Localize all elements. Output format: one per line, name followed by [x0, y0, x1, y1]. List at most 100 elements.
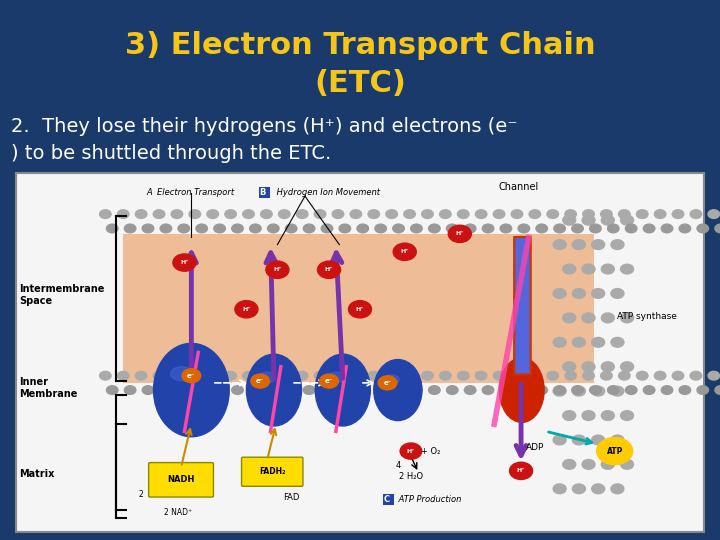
Circle shape [611, 484, 624, 494]
Circle shape [135, 210, 147, 218]
Circle shape [572, 224, 583, 233]
Circle shape [563, 215, 576, 225]
Circle shape [378, 376, 397, 390]
Circle shape [636, 372, 648, 380]
Circle shape [410, 386, 422, 394]
Circle shape [511, 210, 523, 218]
Circle shape [320, 374, 338, 388]
Circle shape [553, 288, 566, 298]
Circle shape [582, 372, 594, 380]
Text: e⁻: e⁻ [187, 373, 196, 379]
Circle shape [250, 386, 261, 394]
Circle shape [572, 484, 585, 494]
Circle shape [332, 210, 343, 218]
Circle shape [440, 210, 451, 218]
Text: FADH₂: FADH₂ [259, 467, 286, 476]
Circle shape [400, 443, 422, 459]
FancyBboxPatch shape [16, 173, 704, 532]
Circle shape [285, 224, 297, 233]
Circle shape [178, 224, 189, 233]
Circle shape [518, 224, 530, 233]
Text: ) to be shuttled through the ETC.: ) to be shuttled through the ETC. [11, 144, 331, 164]
Ellipse shape [500, 357, 544, 422]
Circle shape [601, 411, 614, 421]
Circle shape [375, 386, 387, 394]
Text: ATP synthase: ATP synthase [617, 312, 677, 321]
Ellipse shape [246, 354, 302, 426]
Circle shape [529, 210, 541, 218]
Circle shape [618, 372, 630, 380]
Text: 2 H₂O: 2 H₂O [399, 472, 423, 481]
Circle shape [553, 386, 566, 396]
Circle shape [321, 224, 333, 233]
Text: H⁺: H⁺ [325, 267, 333, 272]
Circle shape [446, 224, 458, 233]
Text: ATP Production: ATP Production [397, 495, 462, 504]
Circle shape [582, 264, 595, 274]
Circle shape [536, 224, 547, 233]
Circle shape [590, 224, 601, 233]
Circle shape [582, 210, 594, 218]
Circle shape [332, 372, 343, 380]
Circle shape [621, 411, 634, 421]
Circle shape [348, 301, 372, 318]
Circle shape [279, 210, 290, 218]
Circle shape [572, 288, 585, 298]
Circle shape [464, 386, 476, 394]
Circle shape [135, 372, 147, 380]
FancyBboxPatch shape [148, 463, 213, 497]
Circle shape [261, 210, 272, 218]
Circle shape [697, 386, 708, 394]
Text: A  Electron Transport: A Electron Transport [147, 188, 235, 197]
Circle shape [446, 386, 458, 394]
Circle shape [672, 372, 684, 380]
Text: (ETC): (ETC) [314, 69, 406, 98]
Circle shape [189, 372, 201, 380]
Circle shape [457, 372, 469, 380]
Circle shape [178, 386, 189, 394]
Circle shape [563, 411, 576, 421]
Circle shape [661, 386, 672, 394]
Circle shape [422, 210, 433, 218]
Ellipse shape [258, 372, 275, 383]
Circle shape [536, 386, 547, 394]
Circle shape [572, 338, 585, 347]
Text: H⁺: H⁺ [180, 260, 189, 265]
Circle shape [572, 240, 585, 249]
Circle shape [592, 338, 605, 347]
Circle shape [482, 386, 494, 394]
Text: NADH: NADH [167, 475, 194, 484]
Circle shape [428, 386, 440, 394]
Circle shape [601, 460, 614, 469]
Circle shape [268, 386, 279, 394]
Circle shape [547, 210, 559, 218]
Circle shape [601, 362, 614, 372]
Text: e⁻: e⁻ [256, 378, 264, 384]
Circle shape [189, 210, 201, 218]
Text: H⁺: H⁺ [517, 468, 526, 474]
Circle shape [182, 369, 201, 383]
Text: e⁻: e⁻ [325, 378, 333, 384]
Text: B: B [260, 188, 269, 197]
Circle shape [482, 224, 494, 233]
Text: H⁺: H⁺ [456, 231, 464, 237]
Circle shape [440, 372, 451, 380]
Circle shape [386, 210, 397, 218]
Text: Intermembrane
Space: Intermembrane Space [19, 284, 104, 306]
Text: H⁺: H⁺ [400, 249, 409, 254]
Circle shape [592, 435, 605, 445]
Circle shape [611, 288, 624, 298]
Circle shape [143, 224, 154, 233]
Circle shape [404, 372, 415, 380]
Circle shape [563, 313, 576, 323]
Circle shape [493, 210, 505, 218]
Circle shape [600, 210, 612, 218]
Circle shape [626, 224, 637, 233]
Circle shape [375, 224, 387, 233]
Text: Matrix: Matrix [19, 469, 55, 480]
Circle shape [644, 224, 655, 233]
Circle shape [285, 386, 297, 394]
Circle shape [601, 215, 614, 225]
Circle shape [475, 210, 487, 218]
Circle shape [611, 435, 624, 445]
